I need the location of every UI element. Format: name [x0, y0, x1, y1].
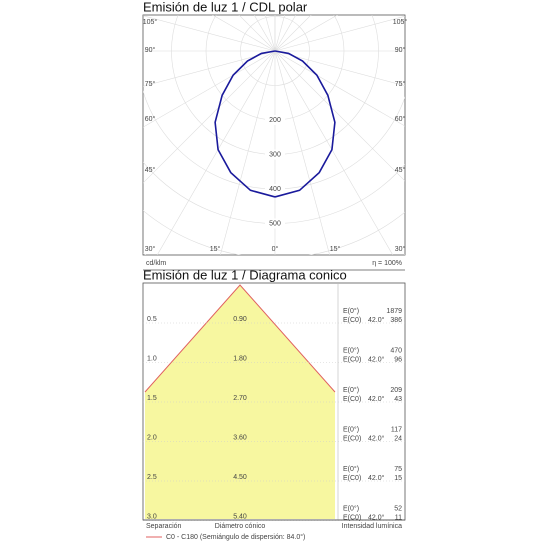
angle-label: 75°	[395, 80, 406, 88]
spoke	[274, 50, 394, 255]
angle-label: 60°	[145, 115, 156, 123]
e0: 52	[394, 505, 402, 512]
ec-label: E(C0)	[343, 435, 361, 442]
angle-label: 45°	[145, 166, 156, 174]
e-label: E(0°)	[343, 307, 359, 315]
spoke	[212, 15, 276, 52]
ec0: 24	[394, 435, 402, 442]
separation: 2.5	[147, 474, 157, 481]
angle: 42.0°	[368, 395, 385, 403]
legend-label: C0 - C180 (Semiángulo de dispersión: 84.…	[166, 533, 305, 541]
e0: 117	[391, 426, 402, 433]
intensity-curve	[214, 50, 276, 198]
spoke	[143, 50, 276, 87]
col-diameter: Diámetro cónico	[215, 523, 266, 530]
separation: 0.5	[147, 316, 157, 323]
col-intensity: Intensidad lumínica	[342, 523, 402, 530]
r-tick-label: 200	[269, 117, 281, 124]
angle-label: 0°	[272, 245, 279, 253]
label-bg	[265, 218, 285, 229]
ec0: 11	[395, 514, 402, 521]
ec0: 386	[390, 317, 402, 324]
e-label: E(0°)	[343, 346, 359, 354]
angle: 42.0°	[368, 316, 385, 324]
angle-label: 30°	[145, 245, 156, 253]
diameter: 2.70	[233, 395, 247, 402]
e-label: E(0°)	[343, 504, 359, 512]
ec-label: E(C0)	[343, 356, 361, 363]
diameter: 3.60	[233, 434, 247, 441]
polar-title: Emisión de luz 1 / CDL polar	[143, 0, 308, 14]
angle-label: 45°	[395, 166, 406, 174]
ec0: 15	[394, 475, 402, 482]
angle: 42.0°	[368, 513, 385, 521]
e0: 470	[390, 347, 402, 354]
efficiency: η = 100%	[372, 260, 402, 267]
label-bg	[265, 184, 285, 194]
unit-label: cd/klm	[146, 260, 166, 267]
diameter: 1.80	[233, 355, 247, 362]
spoke	[274, 15, 338, 52]
spoke	[274, 50, 405, 127]
angle-label: 105°	[143, 18, 158, 26]
angle-label: 60°	[395, 115, 406, 123]
angle-label: 105°	[393, 18, 408, 26]
angle-label: 15°	[330, 245, 341, 253]
intensity-curve	[274, 50, 336, 198]
angle: 42.0°	[368, 434, 385, 442]
spoke	[143, 50, 276, 184]
ec0: 43	[394, 396, 402, 403]
separation: 2.0	[147, 434, 157, 441]
angle-label: 75°	[145, 80, 156, 88]
angle: 42.0°	[368, 474, 385, 482]
e0: 1879	[386, 308, 402, 315]
label-bg	[265, 115, 285, 125]
spoke	[143, 50, 276, 128]
r-tick-label: 400	[269, 186, 281, 193]
angle-label: 90°	[395, 46, 406, 54]
ec-label: E(C0)	[343, 396, 361, 403]
angle: 42.0°	[368, 355, 385, 363]
spoke	[220, 50, 276, 255]
cone-title: Emisión de luz 1 / Diagrama conico	[143, 267, 347, 282]
label-bg	[265, 149, 285, 160]
e-label: E(0°)	[343, 425, 359, 433]
e-label: E(0°)	[343, 386, 359, 394]
separation: 1.0	[147, 355, 157, 362]
e-label: E(0°)	[343, 465, 359, 473]
diameter: 5.40	[233, 513, 247, 520]
spoke	[156, 50, 276, 255]
e0: 75	[394, 466, 402, 473]
angle-label: 30°	[395, 245, 406, 253]
diameter: 0.90	[233, 316, 247, 323]
angle-label: 90°	[145, 46, 156, 54]
col-separation: Separación	[146, 523, 182, 530]
spoke	[274, 15, 405, 52]
spoke	[274, 50, 405, 182]
r-tick-label: 300	[269, 151, 281, 158]
diameter: 4.50	[233, 474, 247, 481]
spoke	[274, 50, 330, 255]
separation: 1.5	[147, 395, 157, 402]
separation: 3.0	[147, 513, 157, 520]
cone-edge	[144, 284, 336, 393]
angle-label: 15°	[210, 245, 221, 253]
spoke	[274, 50, 405, 87]
spoke	[143, 15, 276, 52]
polar-plot: 200 300 400 500	[143, 15, 405, 255]
ec0: 96	[394, 356, 402, 363]
ec-label: E(C0)	[343, 317, 361, 324]
ec-label: E(C0)	[343, 514, 361, 521]
r-tick-label: 500	[269, 220, 281, 227]
ec-label: E(C0)	[343, 475, 361, 482]
e0: 209	[390, 387, 402, 394]
